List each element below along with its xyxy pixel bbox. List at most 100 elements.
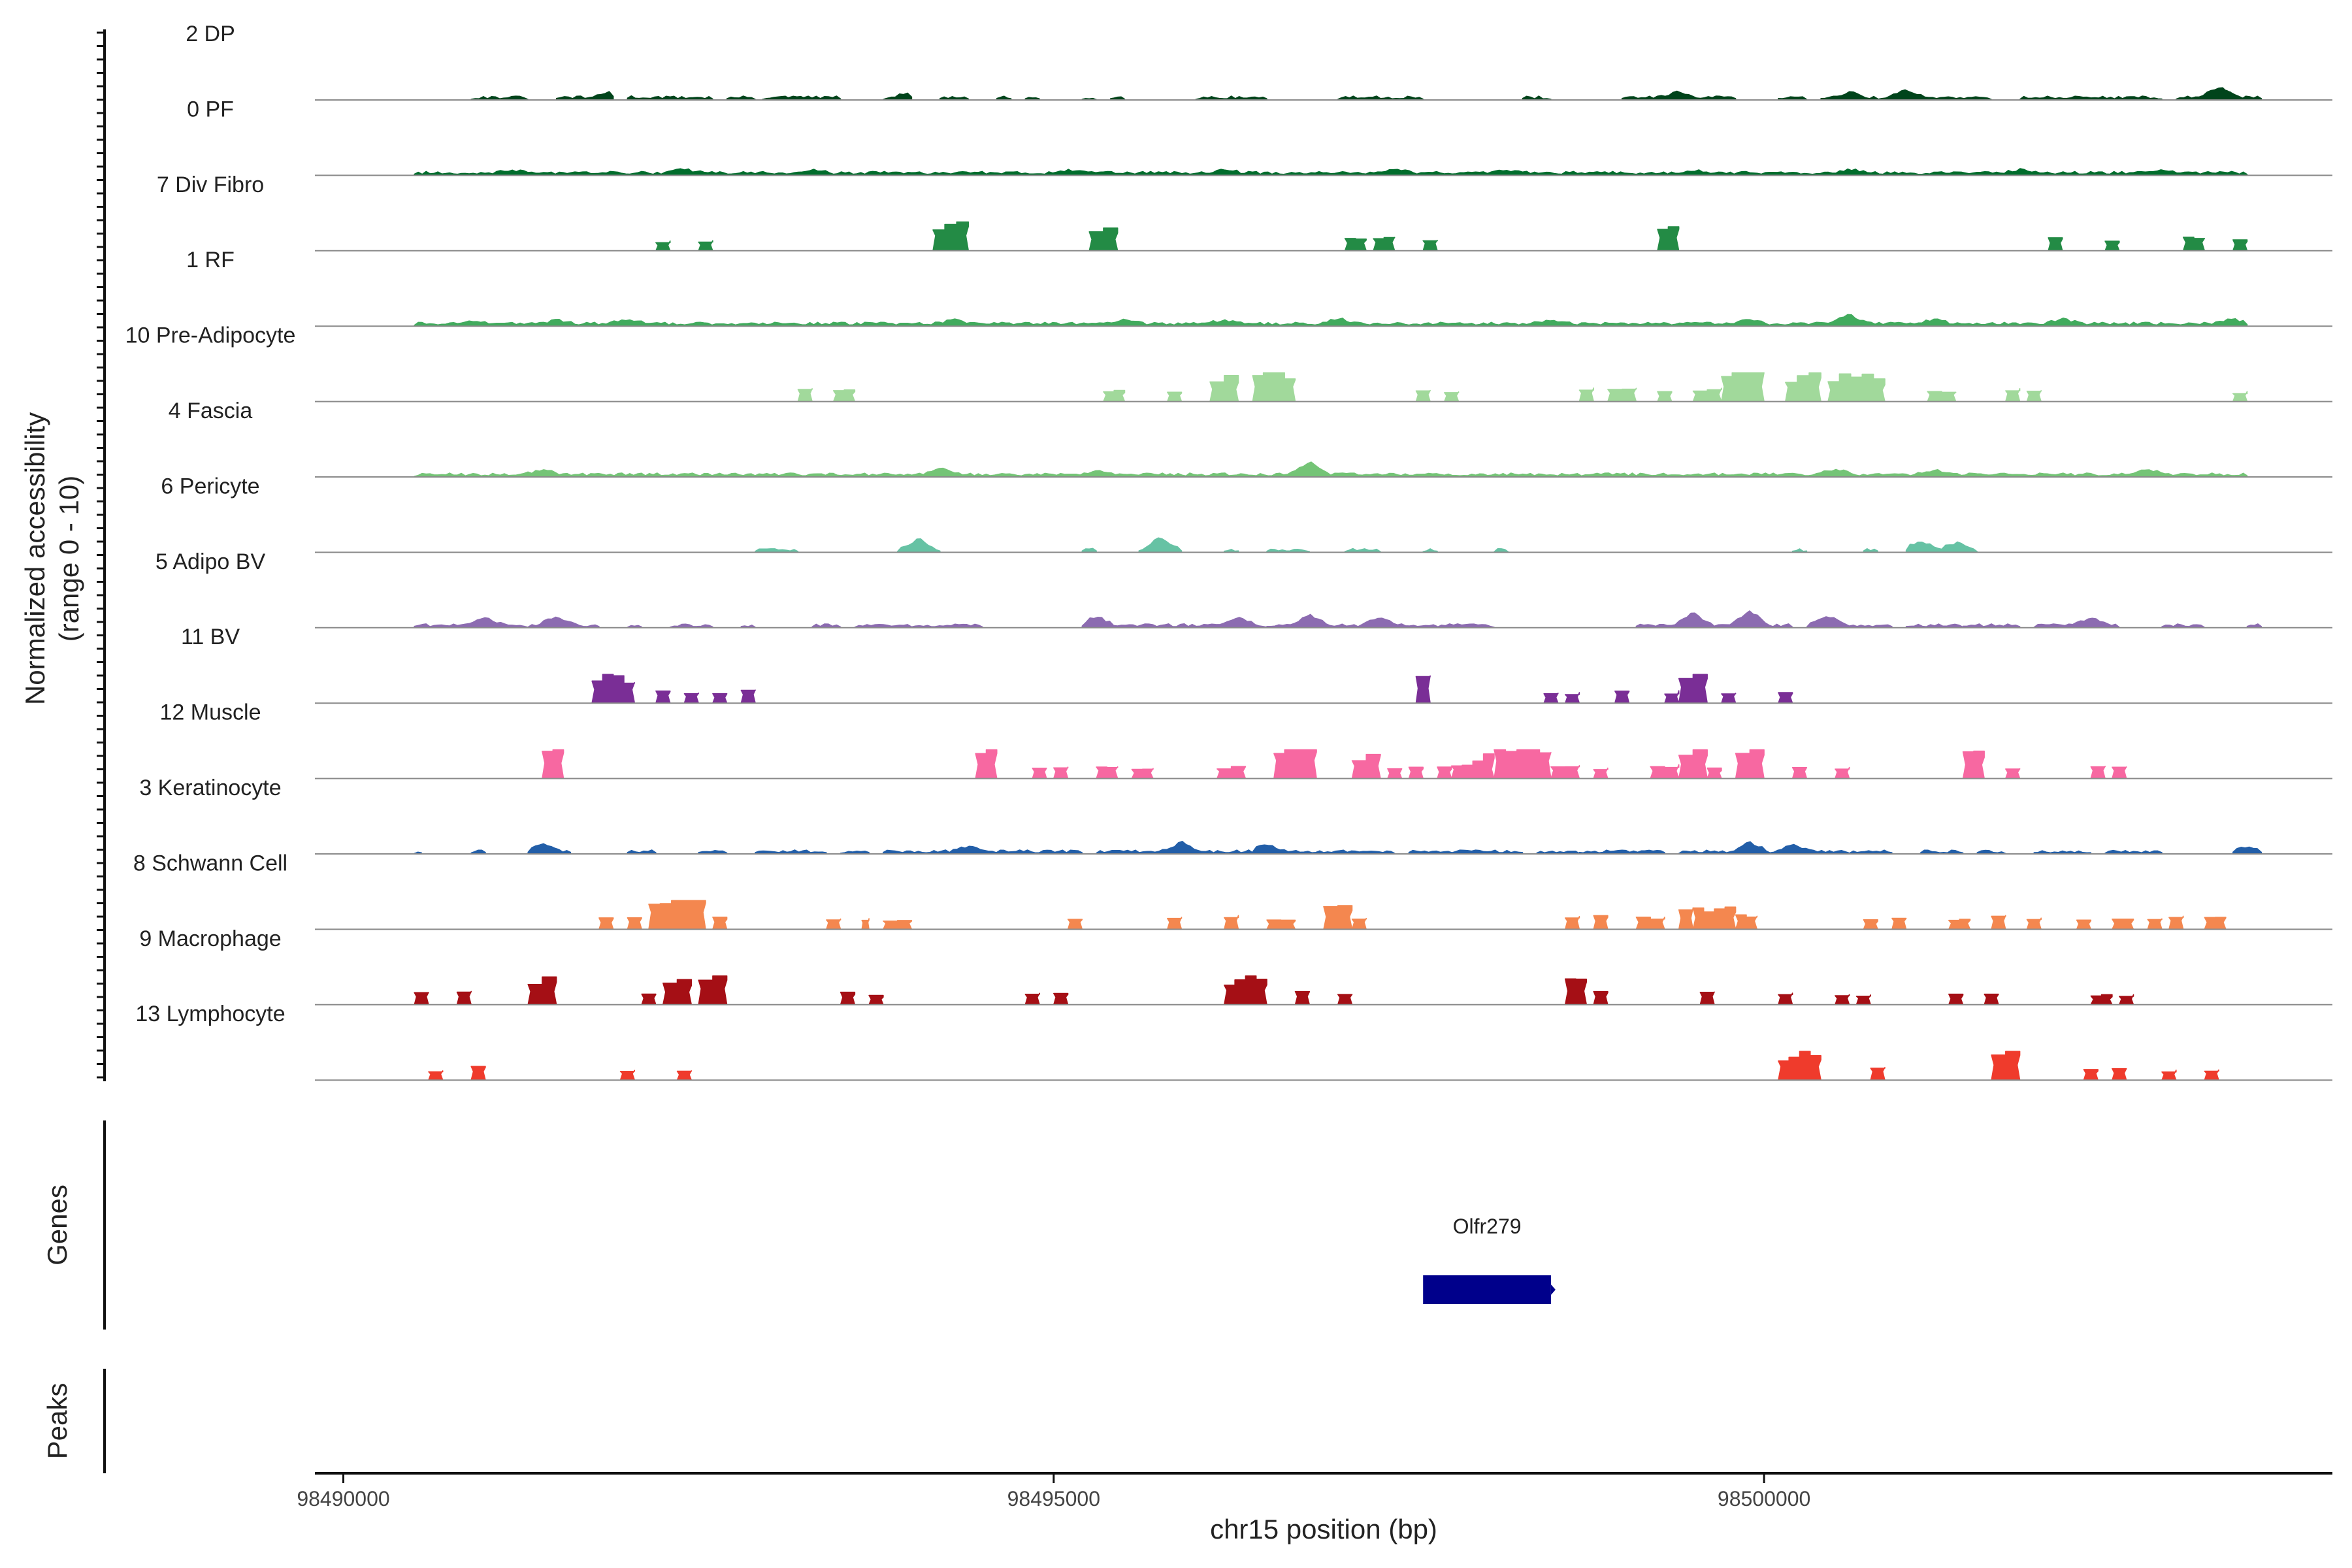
coverage-area (698, 240, 713, 252)
coverage-area (1266, 613, 1438, 629)
coverage-area (1650, 764, 1680, 779)
coverage-area (2104, 240, 2120, 252)
coverage-area (2048, 237, 2063, 252)
coverage-area (414, 617, 529, 629)
track-label: 8 Schwann Cell (133, 851, 287, 875)
coverage-area (1678, 674, 1708, 704)
track-2-dp: 2 DP (186, 22, 2332, 101)
track-10-pre-adipocyte: 10 Pre-Adipocyte (125, 323, 2332, 402)
coverage-area (1991, 915, 2006, 930)
coverage-area (2119, 994, 2134, 1005)
peaks-panel: Peaks (42, 1369, 106, 1473)
coverage-area (1721, 693, 1737, 704)
coverage-area (1323, 905, 1353, 930)
track-label: 9 Macrophage (139, 926, 281, 951)
coverage-area (1103, 389, 1126, 402)
coverage-area (414, 461, 2248, 478)
coverage-area (598, 917, 614, 930)
coverage-area (2112, 766, 2127, 779)
coverage-area (1351, 753, 1381, 779)
coverage-area (1614, 691, 1630, 704)
coverage-area (1337, 994, 1353, 1005)
coverage-area (1607, 387, 1637, 402)
coverage-area (1820, 91, 1878, 101)
coverage-area (2019, 95, 2163, 101)
coverage-area (1919, 849, 1964, 855)
coverage-area (712, 693, 728, 704)
coverage-area (698, 975, 728, 1005)
gene-label: Olfr279 (1453, 1215, 1522, 1238)
coverage-area (1096, 840, 1254, 855)
coverage-area (1494, 749, 1552, 779)
track-8-schwann-cell: 8 Schwann Cell (133, 851, 2332, 930)
coverage-area (527, 616, 600, 629)
coverage-area (1294, 990, 1311, 1005)
coverage-area (428, 1070, 444, 1081)
coverage-area (2112, 919, 2134, 930)
coverage-area (854, 624, 913, 629)
coverage-area (2168, 915, 2184, 930)
coverage-area (1678, 841, 1850, 855)
track-label: 2 DP (186, 22, 235, 46)
coverage-area (619, 1070, 636, 1081)
coverage-area (2147, 918, 2163, 930)
track-label: 11 BV (181, 625, 240, 649)
coverage-area (1387, 768, 1403, 779)
coverage-y-ticks (97, 31, 105, 1079)
coverage-area (1408, 849, 1524, 855)
track-0-pf: 0 PF (187, 97, 2332, 176)
y-axis-title: Normalized accessibility (range 0 - 10) (20, 412, 84, 705)
coverage-area (1450, 753, 1495, 779)
coverage-area (676, 1070, 693, 1081)
coverage-area (2182, 237, 2206, 252)
coverage-area (470, 95, 529, 101)
coverage-area (1593, 767, 1609, 779)
coverage-area (1855, 994, 1871, 1005)
coverage-area (1536, 850, 1580, 855)
coverage-area (840, 991, 856, 1005)
track-13-lymphocyte: 13 Lymphocyte (135, 1002, 2332, 1081)
track-label: 13 Lymphocyte (135, 1002, 285, 1026)
coverage-area (1550, 764, 1580, 779)
y-axis-title-line2: (range 0 - 10) (54, 476, 84, 642)
coverage-area (527, 843, 572, 855)
coverage-area (1422, 239, 1438, 252)
coverage-area (1252, 844, 1396, 855)
coverage-area (641, 993, 657, 1005)
coverage-area (1806, 616, 1893, 629)
coverage-area (2033, 617, 2120, 629)
coverage-area (555, 91, 614, 101)
coverage-area (1408, 766, 1424, 779)
coverage-area (1266, 919, 1296, 930)
coverage-tracks: 2 DP 0 PF 7 Div Fibro 1 RF 10 Pre-Adipocyte 4… (125, 22, 2332, 1081)
coverage-area (1692, 906, 1737, 930)
coverage-area (1848, 849, 1893, 855)
coverage-area (1621, 90, 1737, 101)
genes-panel-title: Genes (42, 1184, 73, 1266)
coverage-area (1415, 675, 1431, 704)
coverage-area (1217, 766, 1247, 779)
coverage-area (1678, 907, 1694, 930)
peaks-panel-title: Peaks (42, 1383, 73, 1460)
coverage-area (1209, 375, 1239, 402)
coverage-area (1692, 387, 1722, 402)
coverage-area (662, 979, 693, 1005)
coverage-area (1224, 975, 1267, 1005)
coverage-area (1657, 226, 1680, 252)
coverage-area (883, 920, 913, 930)
coverage-area (1778, 1051, 1821, 1081)
genes-panel: Genes Olfr279 (42, 1120, 1556, 1330)
track-label: 3 Keratinocyte (139, 776, 281, 800)
coverage-area (1778, 992, 1793, 1005)
coverage-area (896, 538, 941, 553)
coverage-area (2204, 1069, 2219, 1081)
coverage-area (939, 96, 970, 101)
track-label: 10 Pre-Adipocyte (125, 323, 296, 348)
coverage-area (1962, 750, 1985, 779)
coverage-area (755, 548, 799, 553)
coverage-area (1778, 692, 1793, 704)
coverage-area (2161, 623, 2206, 629)
coverage-area (2090, 994, 2113, 1005)
coverage-area (1835, 994, 1850, 1005)
